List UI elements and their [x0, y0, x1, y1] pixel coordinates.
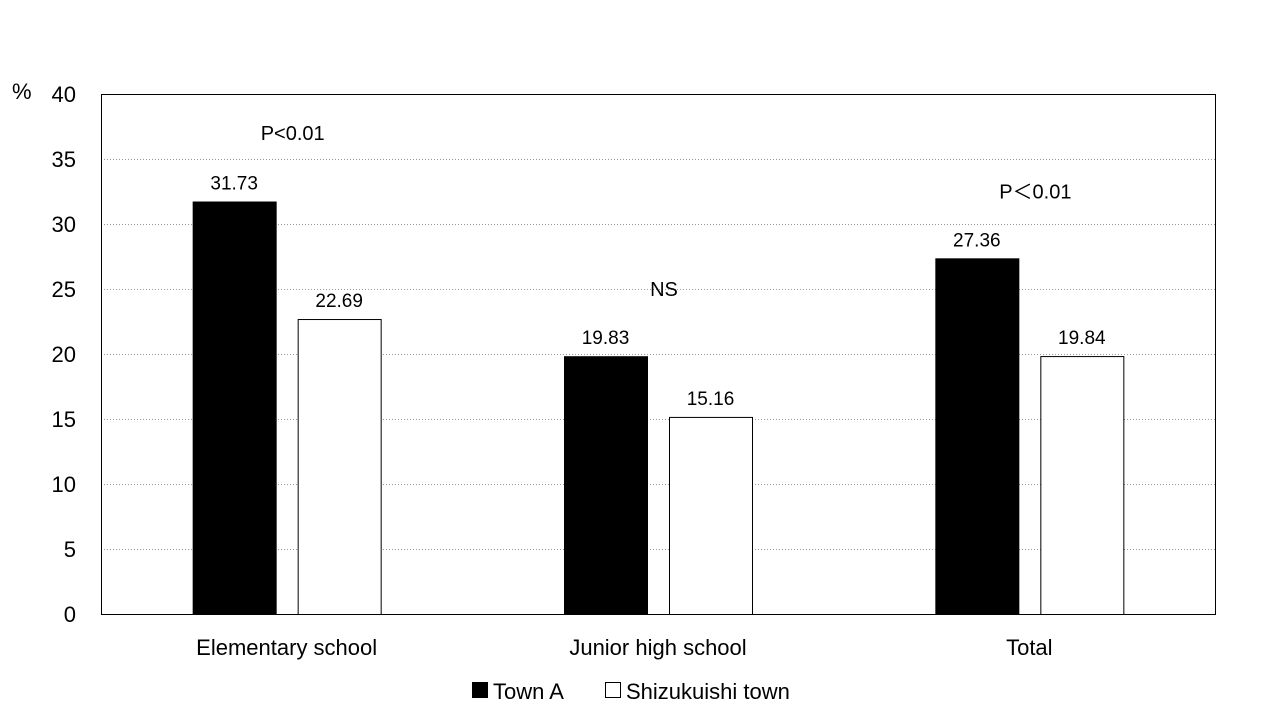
x-tick-label: Elementary school [196, 635, 377, 660]
x-axis: Elementary school Junior high school Total [196, 635, 1052, 660]
bar-town-a-junior-high-school [564, 356, 648, 615]
plot-area [101, 94, 1216, 615]
y-tick-label: 10 [52, 472, 76, 497]
y-tick-label: 30 [52, 212, 76, 237]
y-tick-label: 25 [52, 277, 76, 302]
data-labels: 31.73 22.69 19.83 15.16 27.36 19.84 [210, 174, 1106, 410]
annotations: P<0.01 NS P＜0.01 [261, 123, 1072, 301]
data-label-town-a-elementary-school: 31.73 [210, 174, 258, 195]
bar-town-a-elementary-school [192, 201, 277, 615]
bars [192, 201, 1125, 616]
y-axis-unit-label: % [12, 79, 32, 104]
y-tick-label: 40 [52, 82, 76, 107]
y-tick-label: 15 [52, 407, 76, 432]
legend-label-shizukuishi-town: Shizukuishi town [626, 679, 790, 704]
bar-town-a-total [935, 258, 1020, 615]
annotation-2: NS [650, 279, 678, 301]
annotation-3: P＜0.01 [999, 182, 1071, 204]
data-label-shizukuishi-town-total: 19.84 [1058, 328, 1106, 349]
y-tick-label: 5 [64, 537, 76, 562]
legend-label-town-a: Town A [493, 679, 564, 704]
y-tick-label: 35 [52, 147, 76, 172]
data-label-town-a-total: 27.36 [953, 230, 1001, 251]
x-tick-label: Junior high school [569, 635, 746, 660]
y-tick-label: 20 [52, 342, 76, 367]
bar-shizukuishi-town-elementary-school [297, 319, 382, 615]
legend: Town A Shizukuishi town [472, 679, 790, 704]
bar-shizukuishi-town-total [1040, 356, 1125, 615]
data-label-shizukuishi-town-junior-high-school: 15.16 [687, 389, 735, 410]
annotation-1: P<0.01 [261, 123, 325, 145]
y-axis: % 0 5 10 15 20 25 30 35 40 [12, 79, 76, 627]
x-tick-label: Total [1006, 635, 1052, 660]
bar-shizukuishi-town-junior-high-school [669, 416, 753, 616]
y-tick-label: 0 [64, 602, 76, 627]
data-label-shizukuishi-town-elementary-school: 22.69 [315, 291, 363, 312]
legend-swatch-shizukuishi-town [605, 682, 621, 698]
data-label-town-a-junior-high-school: 19.83 [582, 328, 630, 349]
legend-swatch-town-a [472, 682, 488, 698]
